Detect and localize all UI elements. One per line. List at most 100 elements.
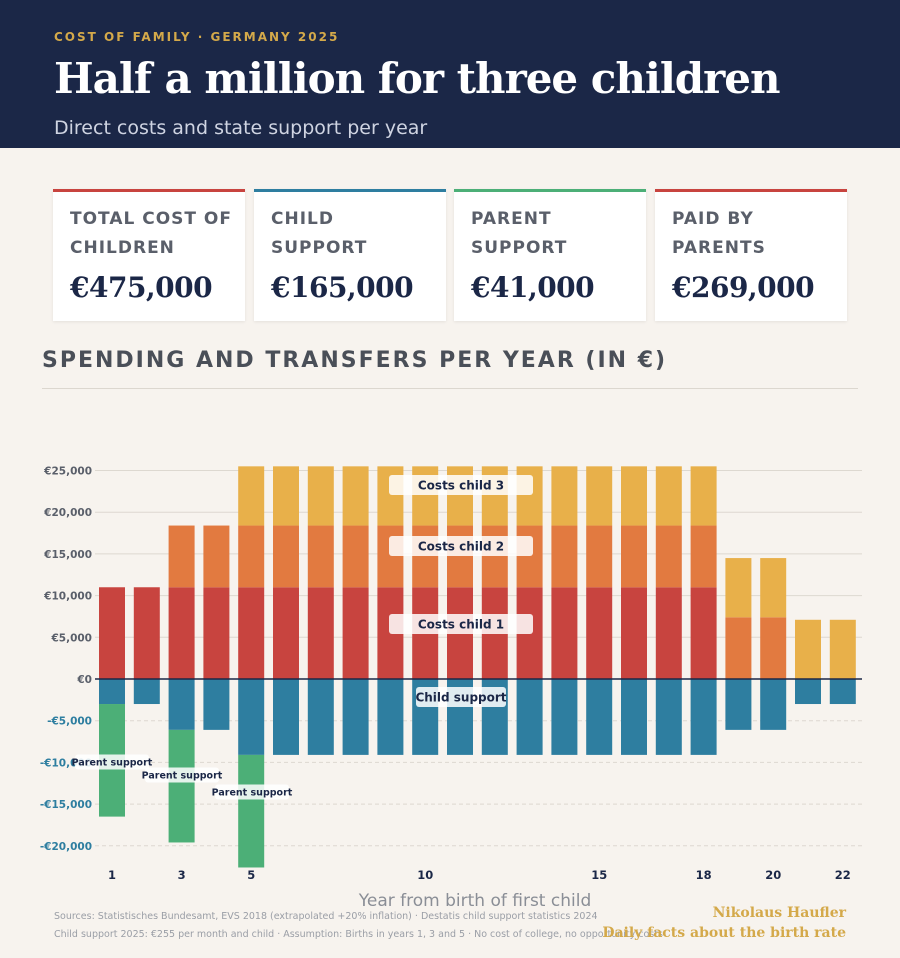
- bar-segment: [342, 587, 369, 679]
- x-tick-label: 10: [417, 868, 433, 882]
- card-parent-support: PARENT SUPPORT €41,000: [454, 189, 646, 321]
- y-tick-label: €10,000: [43, 591, 92, 603]
- bar-segment: [516, 679, 543, 755]
- y-tick-label: €15,000: [43, 549, 92, 561]
- x-tick-label: 18: [696, 868, 712, 882]
- bar-segment: [829, 679, 856, 705]
- card-value: €41,000: [471, 271, 595, 304]
- bar-segment: [342, 466, 369, 526]
- bar-segment: [516, 525, 543, 588]
- svg-text:Parent support: Parent support: [142, 770, 223, 781]
- bar-segment: [621, 466, 647, 526]
- bar-segment: [307, 587, 334, 679]
- bar-segment: [238, 754, 265, 868]
- series-label-parent-support: Parent support: [72, 754, 153, 770]
- bar-segment: [273, 587, 299, 679]
- bar-segment: [586, 466, 613, 526]
- bar-segment: [377, 679, 404, 755]
- bar-segment: [99, 587, 125, 679]
- page-subtitle: Direct costs and state support per year: [54, 117, 428, 139]
- bar-segment: [412, 525, 439, 588]
- bar-segment: [725, 617, 752, 679]
- svg-text:Costs child 2: Costs child 2: [418, 539, 504, 553]
- card-value: €475,000: [70, 271, 213, 304]
- bar-segment: [377, 525, 404, 588]
- y-tick-label: €5,000: [50, 632, 92, 644]
- sources-note: Sources: Statistisches Bundesamt, EVS 20…: [54, 911, 598, 922]
- svg-text:Child support: Child support: [415, 690, 506, 704]
- card-value: €269,000: [672, 271, 815, 304]
- card-accent-bar: [53, 189, 245, 192]
- bar-segment: [655, 587, 682, 679]
- bar-segment: [168, 587, 195, 679]
- bar-segment: [168, 679, 195, 730]
- bar-segment: [342, 525, 369, 588]
- card-total-cost: TOTAL COST OF CHILDREN €475,000: [53, 189, 245, 321]
- bar-segment: [99, 679, 125, 705]
- bar-segment: [168, 729, 195, 843]
- section-divider: [42, 388, 858, 389]
- bar-segment: [203, 679, 230, 730]
- bar-segment: [829, 619, 856, 679]
- bar-segment: [760, 617, 787, 679]
- bar-segment: [586, 587, 613, 679]
- card-label: CHILD SUPPORT: [271, 209, 368, 258]
- bar-segment: [551, 587, 578, 679]
- series-label-child-3: Costs child 3: [389, 475, 533, 495]
- card-label: PARENT SUPPORT: [471, 209, 568, 258]
- bar-segment: [481, 525, 508, 588]
- bar-segment: [760, 558, 787, 618]
- bar-segment: [238, 466, 265, 526]
- bar-segment: [621, 587, 647, 679]
- svg-text:Costs child 3: Costs child 3: [418, 478, 504, 492]
- card-child-support: CHILD SUPPORT €165,000: [254, 189, 446, 321]
- x-tick-label: 22: [835, 868, 851, 882]
- svg-text:Parent support: Parent support: [72, 757, 153, 768]
- bar-segment: [586, 525, 613, 588]
- bar-segment: [551, 466, 578, 526]
- card-label: PAID BY PARENTS: [672, 209, 766, 258]
- bar-segment: [168, 525, 195, 588]
- bar-segment: [133, 587, 160, 679]
- series-label-parent-support: Parent support: [212, 784, 293, 800]
- svg-text:Costs child 1: Costs child 1: [418, 617, 504, 631]
- bar-segment: [690, 466, 717, 526]
- card-label: TOTAL COST OF CHILDREN: [70, 209, 232, 258]
- x-tick-label: 3: [178, 868, 186, 882]
- bar-segment: [621, 679, 647, 755]
- bar-segment: [725, 679, 752, 730]
- header-banner: COST OF FAMILY · GERMANY 2025 Half a mil…: [0, 0, 900, 148]
- page-title: Half a million for three children: [54, 54, 781, 103]
- stacked-bar-chart: €25,000 €20,000 €15,000 €10,000 €5,000 €0 -€5,…: [40, 466, 862, 910]
- bar-segment: [690, 679, 717, 755]
- x-tick-label: 5: [247, 868, 255, 882]
- bar-segment: [621, 525, 647, 588]
- y-tick-label: -€5,000: [47, 716, 92, 728]
- card-paid-by-parents: PAID BY PARENTS €269,000: [655, 189, 847, 321]
- bar-segment: [238, 587, 265, 679]
- bar-segment: [133, 679, 160, 705]
- y-tick-label: -€20,000: [40, 841, 92, 853]
- series-label-layer: Costs child 3 Costs child 2 Costs child 1 C…: [72, 475, 533, 800]
- bar-segment: [760, 679, 787, 730]
- card-accent-bar: [655, 189, 847, 192]
- bar-segment: [795, 679, 821, 705]
- bar-layer: [99, 466, 856, 868]
- bar-segment: [273, 525, 299, 588]
- x-tick-label: 1: [108, 868, 116, 882]
- bar-segment: [655, 466, 682, 526]
- bar-segment: [238, 679, 265, 755]
- bar-segment: [795, 619, 821, 679]
- bar-segment: [655, 679, 682, 755]
- bar-segment: [307, 525, 334, 588]
- bar-segment: [655, 525, 682, 588]
- card-value: €165,000: [271, 271, 414, 304]
- x-tick-label: 15: [591, 868, 607, 882]
- bar-segment: [342, 679, 369, 755]
- bar-segment: [273, 466, 299, 526]
- bar-segment: [203, 587, 230, 679]
- card-accent-bar: [254, 189, 446, 192]
- bar-segment: [551, 679, 578, 755]
- bar-segment: [586, 679, 613, 755]
- y-tick-label: €0: [76, 674, 92, 686]
